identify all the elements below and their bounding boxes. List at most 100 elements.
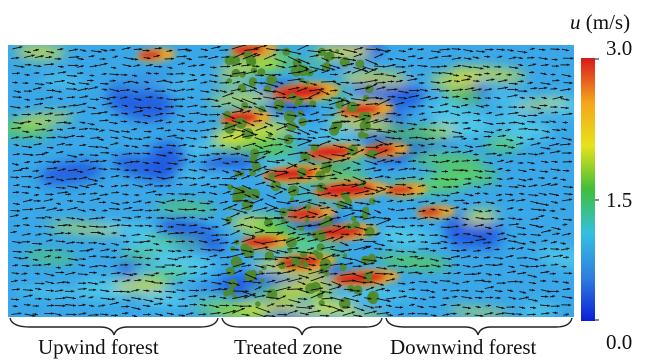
vector-arrowhead xyxy=(366,190,370,193)
vector-arrowhead xyxy=(382,81,386,84)
vector-arrowhead xyxy=(75,64,79,67)
vector-arrowhead xyxy=(30,153,34,157)
vector-arrowhead xyxy=(337,66,341,69)
vector-arrowhead xyxy=(137,64,141,67)
vector-arrowhead xyxy=(521,73,525,77)
vector-arrowhead xyxy=(485,192,489,195)
vector-arrowhead xyxy=(60,208,64,212)
vector-arrowhead xyxy=(114,121,118,125)
vector-arrowhead xyxy=(223,296,227,300)
vector-arrowhead xyxy=(448,79,452,83)
vector-arrowhead xyxy=(467,127,471,130)
vector-arrowhead xyxy=(337,286,341,289)
vector-arrowhead xyxy=(488,176,492,180)
vector-arrowhead xyxy=(390,159,394,163)
vector-arrowhead xyxy=(523,114,527,118)
vector-arrowhead xyxy=(336,254,341,257)
vector-arrowhead xyxy=(261,228,265,232)
vector-arrowhead xyxy=(566,247,570,251)
vector-arrowhead xyxy=(432,201,436,205)
vector-arrowhead xyxy=(105,313,109,316)
vector-arrowhead xyxy=(547,304,551,307)
vector-arrowhead xyxy=(477,192,481,195)
vector-arrowhead xyxy=(246,313,250,317)
vector-arrowhead xyxy=(498,193,502,197)
vegetation-patch xyxy=(241,101,249,109)
vector-arrowhead xyxy=(319,287,323,290)
vegetation-patch xyxy=(266,75,274,83)
vector-arrowhead xyxy=(42,128,46,131)
vector-arrowhead xyxy=(249,225,253,229)
vector-arrowhead xyxy=(534,299,538,302)
vector-arrowhead xyxy=(479,210,483,213)
vector-arrowhead xyxy=(206,90,210,93)
vector-arrowhead xyxy=(422,184,426,187)
vector-arrowhead xyxy=(455,233,460,236)
fast-flow-streak xyxy=(428,168,500,185)
vector-arrowhead xyxy=(216,238,220,242)
vector-arrowhead xyxy=(106,289,110,293)
vector-arrowhead xyxy=(80,71,84,75)
vector-arrowhead xyxy=(546,136,550,139)
vector-arrowhead xyxy=(482,238,486,241)
vector-arrowhead xyxy=(372,167,376,170)
vector-arrowhead xyxy=(500,257,504,260)
high-speed-core xyxy=(386,185,414,195)
vector-arrowhead xyxy=(521,96,525,100)
vector-arrowhead xyxy=(160,224,163,228)
vector-arrowhead xyxy=(320,269,324,272)
vector-arrowhead xyxy=(543,96,547,100)
vector-arrowhead xyxy=(389,185,393,189)
vector-arrowhead xyxy=(18,241,22,244)
low-speed-patch xyxy=(112,155,180,182)
vector-arrowhead xyxy=(170,176,174,179)
vector-arrowhead xyxy=(92,167,97,170)
vector-arrowhead xyxy=(201,231,205,235)
vector-arrowhead xyxy=(475,153,479,156)
vector-arrowhead xyxy=(193,271,197,275)
vector-arrowhead xyxy=(35,304,39,308)
vector-arrowhead xyxy=(49,239,53,242)
vector-arrowhead xyxy=(156,208,160,212)
vector-arrowhead xyxy=(216,176,220,180)
vector-arrowhead xyxy=(535,217,539,220)
vector-arrowhead xyxy=(263,139,267,142)
vector-arrowhead xyxy=(93,288,97,292)
vector-arrowhead xyxy=(62,281,66,284)
vector-arrowhead xyxy=(319,184,323,188)
vector-arrowhead xyxy=(263,109,267,112)
vector-arrowhead xyxy=(456,206,460,209)
vector-arrowhead xyxy=(51,51,55,54)
vector-arrowhead xyxy=(260,198,264,202)
vector-arrowhead xyxy=(268,151,272,154)
vector-arrowhead xyxy=(152,235,156,238)
vector-arrowhead xyxy=(244,45,247,47)
vector-arrowhead xyxy=(207,153,211,157)
vector-arrowhead xyxy=(241,308,245,311)
vector-arrowhead xyxy=(471,87,475,90)
vector-arrowhead xyxy=(423,160,427,164)
vector-arrowhead xyxy=(501,48,505,51)
vector-arrowhead xyxy=(171,57,175,61)
vector-arrowhead xyxy=(308,199,312,202)
vector-arrowhead xyxy=(378,168,382,172)
vector-arrowhead xyxy=(449,72,453,75)
vector-arrowhead xyxy=(412,240,416,243)
vector-arrowhead xyxy=(262,294,266,298)
vector-arrowhead xyxy=(31,54,35,57)
vector-arrowhead xyxy=(39,160,43,164)
vector-arrowhead xyxy=(324,119,328,123)
vector-arrowhead xyxy=(133,314,138,317)
vector-arrowhead xyxy=(515,280,519,283)
vector-arrowhead xyxy=(535,128,539,131)
vector-arrowhead xyxy=(294,310,298,313)
vector-arrowhead xyxy=(544,239,548,242)
vector-arrowhead xyxy=(217,45,221,49)
vector-arrowhead xyxy=(466,159,470,162)
vector-arrowhead xyxy=(303,206,307,210)
vector-arrowhead xyxy=(337,82,341,85)
vector-arrowhead xyxy=(170,312,174,316)
vector-arrowhead xyxy=(524,256,528,260)
colorbar-gradient xyxy=(581,58,595,321)
